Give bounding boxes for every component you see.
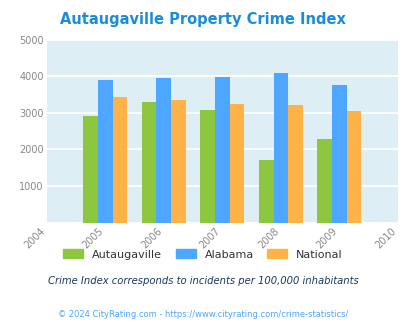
Bar <box>156 79 171 223</box>
Bar <box>258 160 273 223</box>
Bar <box>171 100 185 223</box>
Bar <box>141 102 156 223</box>
Text: © 2024 CityRating.com - https://www.cityrating.com/crime-statistics/: © 2024 CityRating.com - https://www.city… <box>58 310 347 319</box>
Text: Autaugaville Property Crime Index: Autaugaville Property Crime Index <box>60 12 345 26</box>
Bar <box>214 77 229 223</box>
Bar <box>288 105 302 223</box>
Text: Crime Index corresponds to incidents per 100,000 inhabitants: Crime Index corresponds to incidents per… <box>47 276 358 285</box>
Bar <box>229 104 244 223</box>
Bar <box>346 112 360 223</box>
Bar <box>83 116 98 223</box>
Bar <box>331 85 346 223</box>
Legend: Autaugaville, Alabama, National: Autaugaville, Alabama, National <box>59 245 346 264</box>
Bar <box>200 110 214 223</box>
Bar <box>112 97 127 223</box>
Bar <box>317 139 331 223</box>
Bar <box>98 80 112 223</box>
Bar <box>273 73 288 223</box>
